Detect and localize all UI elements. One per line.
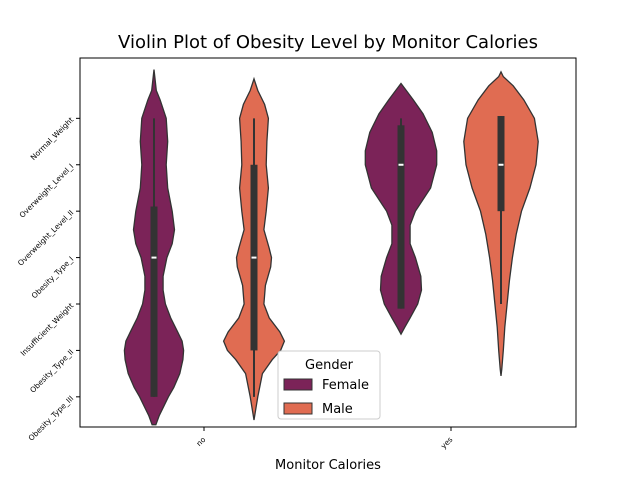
- iqr-box-female-no: [150, 206, 158, 397]
- axes-frame: [79, 57, 577, 428]
- median-marker-female-no: [151, 256, 157, 259]
- iqr-box-male-yes: [497, 116, 505, 212]
- median-marker-male-no: [251, 256, 257, 259]
- x-axis-label: Monitor Calories: [275, 458, 381, 473]
- y-tick-label: Obesity_Type_III: [27, 394, 76, 443]
- legend-label-female: Female: [322, 378, 369, 393]
- y-tick-label: Obesity_Type_I: [30, 255, 76, 301]
- legend-title: Gender: [305, 358, 354, 373]
- y-tick-label: Normal_Weight: [29, 115, 76, 162]
- x-tick-label: no: [194, 435, 207, 448]
- legend-swatch-female: [283, 378, 313, 391]
- x-axis: no yes: [194, 427, 454, 451]
- y-axis: Normal_WeightOverweight_Level_IOverweigh…: [16, 115, 80, 443]
- legend-frame: [277, 350, 381, 420]
- legend: Gender Female Male: [277, 350, 381, 420]
- median-marker-male-yes: [498, 163, 504, 166]
- iqr-box-female-yes: [397, 125, 405, 309]
- plot-area: [123, 69, 539, 426]
- legend-swatch-male: [283, 402, 313, 415]
- x-tick-label: yes: [439, 435, 455, 451]
- chart-title: Violin Plot of Obesity Level by Monitor …: [118, 32, 538, 53]
- y-tick-label: Obesity_Type_II: [28, 347, 75, 394]
- median-marker-female-yes: [398, 163, 404, 166]
- legend-label-male: Male: [322, 402, 353, 417]
